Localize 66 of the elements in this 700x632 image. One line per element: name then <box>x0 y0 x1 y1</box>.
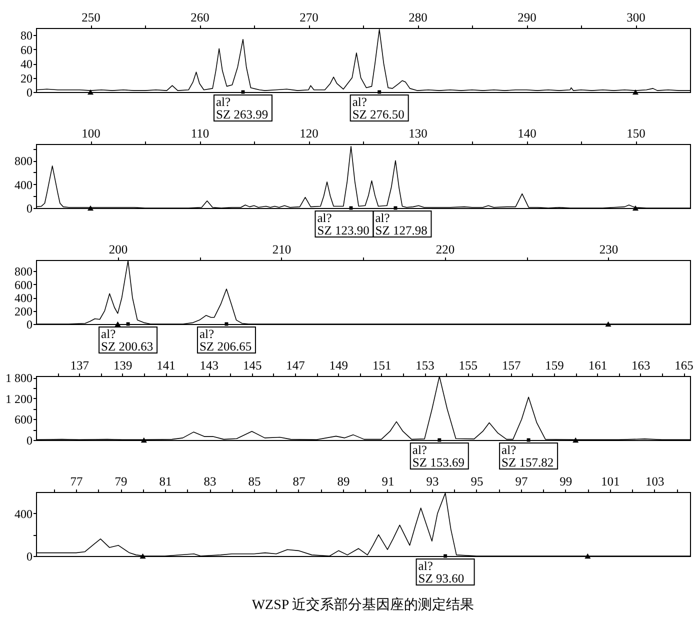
x-tick-label: 260 <box>190 10 210 24</box>
x-tick-label: 151 <box>372 358 392 372</box>
y-tick-label: 800 <box>14 264 32 279</box>
x-tick-label: 99 <box>560 474 572 488</box>
x-tick-label: 150 <box>626 126 646 140</box>
x-tick-label: 103 <box>646 474 664 488</box>
y-tick-label: 200 <box>14 304 32 318</box>
x-tick-label: 137 <box>70 358 90 372</box>
x-tick-label: 130 <box>408 126 428 140</box>
x-tick-label: 163 <box>631 358 650 372</box>
x-tick-label: 91 <box>382 474 394 488</box>
x-tick-label: 101 <box>601 474 620 488</box>
x-tick-label: 85 <box>248 474 261 488</box>
x-tick-label: 110 <box>190 126 210 140</box>
y-tick-label: 60 <box>20 42 32 57</box>
x-tick-label: 250 <box>82 10 100 24</box>
x-tick-label: 165 <box>674 358 694 372</box>
x-tick-label: 145 <box>242 358 262 372</box>
x-tick-label: 230 <box>599 242 618 256</box>
x-tick-label: 161 <box>588 358 608 372</box>
x-tick-label: 83 <box>204 474 216 488</box>
y-tick-label: 400 <box>14 291 32 306</box>
x-tick-label: 147 <box>286 358 305 372</box>
text: WZSP 近交系部分基因座的测定结果 <box>252 597 474 613</box>
x-tick-label: 87 <box>292 474 306 488</box>
y-tick-label: 0 <box>26 434 32 448</box>
y-tick-label: 800 <box>14 154 32 168</box>
y-tick-label: 0 <box>26 550 32 564</box>
x-tick-label: 95 <box>470 474 484 488</box>
y-tick-label: 0 <box>26 202 32 216</box>
x-tick-label: 270 <box>300 10 318 24</box>
x-tick-label: 81 <box>159 474 172 488</box>
x-tick-label: 143 <box>200 358 219 372</box>
x-tick-label: 300 <box>626 10 646 24</box>
x-tick-label: 200 <box>108 242 128 256</box>
y-tick-label: 400 <box>14 506 32 521</box>
x-tick-label: 139 <box>113 358 132 372</box>
y-tick-label: 20 <box>20 71 32 86</box>
x-tick-label: 100 <box>82 126 100 140</box>
x-tick-label: 159 <box>545 358 564 372</box>
x-tick-label: 155 <box>458 358 478 372</box>
x-tick-label: 149 <box>329 358 348 372</box>
x-tick-label: 290 <box>518 10 536 24</box>
x-tick-label: 157 <box>502 358 521 372</box>
x-tick-label: 220 <box>436 242 455 256</box>
y-tick-label: 80 <box>20 28 32 43</box>
y-tick-label: 600 <box>14 278 32 292</box>
y-tick-label: 1 800 <box>6 371 32 386</box>
x-tick-label: 153 <box>416 358 434 372</box>
x-tick-label: 89 <box>337 474 350 488</box>
x-tick-label: 93 <box>426 474 439 488</box>
y-tick-label: 600 <box>14 412 32 427</box>
y-tick-label: 400 <box>14 178 32 192</box>
y-tick-label: 40 <box>20 57 32 72</box>
x-tick-label: 140 <box>518 126 536 140</box>
x-tick-label: 79 <box>114 474 128 488</box>
x-tick-label: 120 <box>300 126 318 140</box>
data-label: al? SZ 93.60 <box>418 559 464 586</box>
x-tick-label: 141 <box>156 358 176 372</box>
y-tick-label: 0 <box>26 86 32 100</box>
x-tick-label: 97 <box>515 474 528 488</box>
x-tick-label: 210 <box>272 242 292 256</box>
x-tick-label: 77 <box>70 474 83 488</box>
y-tick-label: 0 <box>26 318 32 332</box>
y-tick-label: 1 200 <box>6 392 32 406</box>
x-tick-label: 280 <box>408 10 428 24</box>
